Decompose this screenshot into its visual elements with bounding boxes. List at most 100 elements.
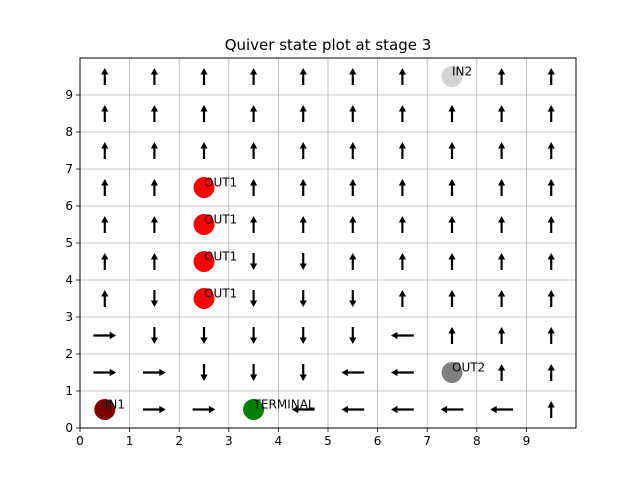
arrow-up [498,142,506,159]
arrow-left [341,405,365,414]
arrow-up [398,68,406,85]
arrow-down [299,364,307,381]
arrow-up [200,68,208,85]
arrow-up [498,105,506,122]
arrow-up [547,68,555,85]
arrow-left [391,331,414,340]
arrow-right [93,331,117,340]
y-tick-label: 4 [65,273,73,287]
arrow-up [398,142,406,159]
arrow-up [398,290,406,307]
state-marker-out1 [193,251,215,272]
arrow-down [150,327,158,344]
state-label-out1: OUT1 [204,287,237,301]
chart-title: Quiver state plot at stage 3 [225,36,432,54]
arrow-up [150,105,158,122]
arrow-up [547,179,555,196]
arrow-left [440,405,464,414]
arrow-up [250,68,258,85]
arrow-up [349,216,357,233]
arrow-down [200,364,208,381]
arrow-up [398,216,406,233]
arrow-up [398,105,406,122]
arrow-up [547,142,555,159]
x-tick-label: 4 [275,434,283,448]
arrow-left [490,405,513,414]
state-label-out1: OUT1 [204,250,237,264]
x-tick-label: 1 [126,434,134,448]
arrow-up [448,142,456,159]
arrow-up [349,68,357,85]
arrow-down [150,290,158,307]
x-axis: 0 1 2 3 4 5 6 7 8 9 [76,428,530,448]
arrow-up [150,142,158,159]
arrow-up [101,253,109,270]
state-marker-out1 [193,214,215,235]
arrow-up [547,105,555,122]
state-marker-out2 [441,362,463,383]
arrow-up [250,216,258,233]
arrow-up [547,253,555,270]
arrow-down [349,290,357,307]
x-tick-label: 2 [175,434,183,448]
arrow-field [93,68,555,418]
arrow-down [200,327,208,344]
arrow-up [349,253,357,270]
state-marker-out1 [193,177,215,198]
arrow-up [498,364,506,381]
arrow-left [391,368,414,377]
arrow-up [547,216,555,233]
y-tick-label: 6 [65,199,73,213]
y-tick-label: 8 [65,125,73,139]
arrow-down [349,327,357,344]
arrow-up [547,327,555,344]
arrow-up [448,216,456,233]
arrow-up [498,179,506,196]
arrow-up [299,216,307,233]
arrow-up [150,253,158,270]
state-marker-in1 [94,399,116,420]
state-label-in1: IN1 [105,398,125,412]
arrow-down [250,253,258,270]
y-tick-label: 2 [65,347,73,361]
arrow-down [299,327,307,344]
arrow-up [101,142,109,159]
arrow-up [150,68,158,85]
arrow-down [250,364,258,381]
state-label-out1: OUT1 [204,213,237,227]
arrow-up [498,253,506,270]
state-marker-terminal [243,399,265,420]
arrow-up [398,253,406,270]
arrow-left [341,368,365,377]
arrow-up [398,179,406,196]
state-label-out1: OUT1 [204,176,237,190]
x-tick-label: 5 [324,434,332,448]
y-tick-label: 0 [65,421,73,435]
x-tick-label: 7 [423,434,431,448]
arrow-up [101,216,109,233]
arrow-right [143,368,166,377]
arrow-up [498,290,506,307]
arrow-right [93,368,117,377]
arrow-up [498,68,506,85]
y-tick-label: 1 [65,384,73,398]
y-tick-label: 3 [65,310,73,324]
arrow-down [299,253,307,270]
arrow-down [299,290,307,307]
arrow-up [299,179,307,196]
arrow-down [250,290,258,307]
arrow-up [448,105,456,122]
arrow-down [250,327,258,344]
arrow-up [101,179,109,196]
y-tick-label: 7 [65,162,73,176]
state-points: OUT1 OUT1 OUT1 OUT1 IN2 OUT2 IN1 TERMINAL [94,65,485,420]
arrow-up [101,290,109,307]
x-tick-label: 3 [225,434,233,448]
state-label-in2: IN2 [452,65,472,79]
arrow-up [547,401,555,418]
arrow-up [250,142,258,159]
x-tick-label: 9 [523,434,531,448]
arrow-up [200,105,208,122]
arrow-up [498,327,506,344]
